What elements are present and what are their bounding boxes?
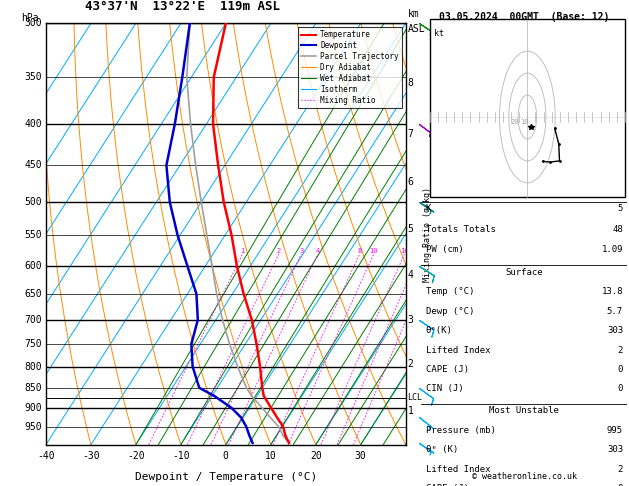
Text: 0: 0	[618, 484, 623, 486]
Text: PW (cm): PW (cm)	[426, 245, 463, 254]
Text: Most Unstable: Most Unstable	[489, 406, 559, 416]
Text: 450: 450	[25, 160, 42, 170]
Text: 5: 5	[618, 204, 623, 213]
Text: 4: 4	[408, 270, 413, 280]
Text: Totals Totals: Totals Totals	[426, 225, 496, 234]
Text: Mixing Ratio (g/kg): Mixing Ratio (g/kg)	[423, 187, 431, 281]
Text: 600: 600	[25, 261, 42, 271]
Text: 550: 550	[25, 230, 42, 241]
FancyBboxPatch shape	[430, 19, 625, 197]
Text: 1.09: 1.09	[601, 245, 623, 254]
Text: 43°37'N  13°22'E  119m ASL: 43°37'N 13°22'E 119m ASL	[85, 0, 280, 13]
Text: 5.7: 5.7	[607, 307, 623, 316]
Text: 900: 900	[25, 403, 42, 413]
Text: 0: 0	[618, 365, 623, 374]
Text: 800: 800	[25, 362, 42, 372]
Text: 1: 1	[408, 405, 413, 416]
Text: 6: 6	[408, 177, 413, 187]
Text: 7: 7	[408, 128, 413, 139]
Text: © weatheronline.co.uk: © weatheronline.co.uk	[472, 472, 577, 481]
Text: -20: -20	[127, 451, 145, 461]
Text: CIN (J): CIN (J)	[426, 384, 463, 394]
Text: Surface: Surface	[506, 268, 543, 277]
Text: 5: 5	[408, 224, 413, 234]
Text: 48: 48	[612, 225, 623, 234]
Text: 700: 700	[25, 315, 42, 325]
Text: 2: 2	[618, 346, 623, 355]
Text: Lifted Index: Lifted Index	[426, 346, 490, 355]
Text: -30: -30	[82, 451, 100, 461]
Text: CAPE (J): CAPE (J)	[426, 484, 469, 486]
Text: 03.05.2024  00GMT  (Base: 12): 03.05.2024 00GMT (Base: 12)	[439, 12, 610, 22]
Text: 2: 2	[618, 465, 623, 474]
Text: 3: 3	[299, 248, 303, 254]
Text: -10: -10	[172, 451, 190, 461]
Text: θᵉ (K): θᵉ (K)	[426, 445, 458, 454]
Text: Dewp (°C): Dewp (°C)	[426, 307, 474, 316]
Text: 20: 20	[310, 451, 321, 461]
Text: 1: 1	[240, 248, 245, 254]
Text: km: km	[408, 9, 420, 19]
Text: 10: 10	[265, 451, 277, 461]
Text: 30: 30	[355, 451, 367, 461]
Legend: Temperature, Dewpoint, Parcel Trajectory, Dry Adiabat, Wet Adiabat, Isotherm, Mi: Temperature, Dewpoint, Parcel Trajectory…	[298, 27, 402, 108]
Text: 400: 400	[25, 119, 42, 129]
Text: Dewpoint / Temperature (°C): Dewpoint / Temperature (°C)	[135, 472, 317, 482]
Text: 303: 303	[607, 326, 623, 335]
Text: 500: 500	[25, 197, 42, 207]
Text: CAPE (J): CAPE (J)	[426, 365, 469, 374]
Text: 0: 0	[223, 451, 229, 461]
Text: 950: 950	[25, 422, 42, 432]
Text: K: K	[426, 204, 431, 213]
Text: LCL: LCL	[408, 394, 423, 402]
Text: 10: 10	[520, 119, 528, 125]
Text: 13.8: 13.8	[601, 287, 623, 296]
Text: kt: kt	[434, 29, 444, 38]
Text: hPa: hPa	[21, 13, 38, 23]
Text: 10: 10	[369, 248, 378, 254]
Text: 650: 650	[25, 289, 42, 299]
Text: 850: 850	[25, 383, 42, 393]
Text: 16: 16	[400, 248, 409, 254]
Text: 2: 2	[277, 248, 281, 254]
Text: 8: 8	[408, 78, 413, 88]
Text: -40: -40	[37, 451, 55, 461]
Text: 300: 300	[25, 18, 42, 28]
Text: 750: 750	[25, 339, 42, 349]
Text: Pressure (mb): Pressure (mb)	[426, 426, 496, 435]
Text: θᵉ(K): θᵉ(K)	[426, 326, 452, 335]
Text: 8: 8	[357, 248, 362, 254]
Text: 303: 303	[607, 445, 623, 454]
Text: 2: 2	[408, 360, 413, 369]
Text: 0: 0	[618, 384, 623, 394]
Text: ASL: ASL	[408, 24, 425, 34]
Text: Temp (°C): Temp (°C)	[426, 287, 474, 296]
Text: 3: 3	[408, 315, 413, 325]
Text: 4: 4	[316, 248, 320, 254]
Text: 350: 350	[25, 72, 42, 82]
Text: 20: 20	[511, 119, 520, 125]
Text: 995: 995	[607, 426, 623, 435]
Text: Lifted Index: Lifted Index	[426, 465, 490, 474]
